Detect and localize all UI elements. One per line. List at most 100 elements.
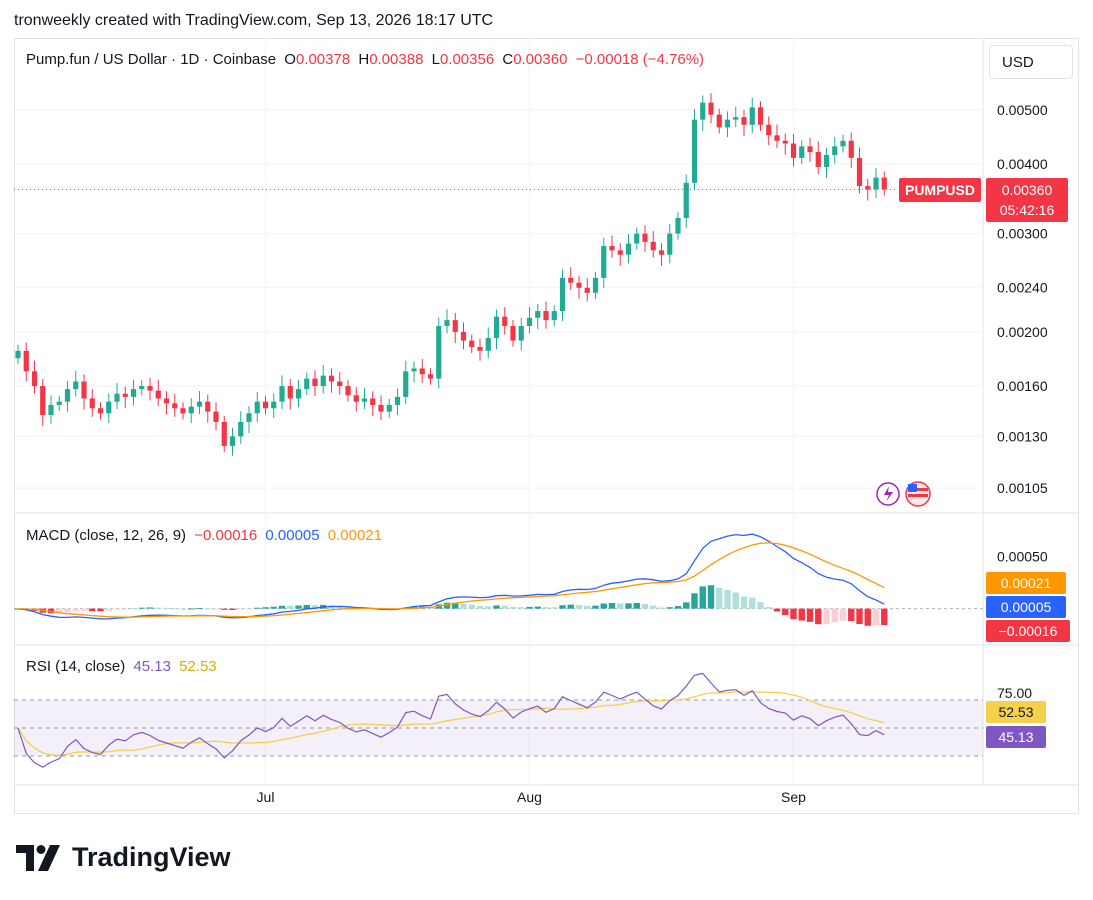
price-tick-label: 0.00300	[997, 226, 1048, 242]
candle-body	[733, 117, 739, 120]
tradingview-logo: TradingView	[16, 842, 231, 873]
macd-histogram-bar	[699, 586, 706, 609]
macd-histogram-bar	[617, 603, 624, 609]
candle-body	[444, 320, 450, 326]
candle-body	[708, 102, 714, 115]
candle-body	[436, 325, 442, 379]
macd-title: MACD (close, 12, 26, 9)	[26, 527, 187, 544]
rsi-line	[17, 672, 885, 768]
macd-histogram-bar	[138, 607, 145, 609]
macd-histogram-bar	[122, 608, 129, 610]
macd-histogram-bar	[163, 607, 170, 609]
macd-histogram-bar	[80, 608, 88, 612]
time-tick-label: Sep	[781, 789, 806, 805]
rsi-tick-label: 75.00	[997, 685, 1032, 701]
candle-body	[64, 389, 71, 402]
macd-histogram-bar	[815, 608, 822, 625]
candle-body	[271, 401, 277, 409]
macd-histogram-bar	[113, 608, 121, 610]
currency-button[interactable]: USD	[989, 45, 1073, 79]
candle-body	[741, 117, 747, 125]
macd-histogram-bar	[650, 605, 657, 609]
candle-body	[229, 436, 236, 446]
candle-body	[691, 119, 698, 183]
macd-histogram-bar	[303, 604, 310, 609]
candle-body	[353, 395, 359, 402]
macd-line	[17, 533, 885, 620]
macd-histogram-bar	[749, 597, 756, 609]
candle-body	[774, 135, 780, 141]
macd-histogram-bar	[542, 607, 550, 609]
macd-histogram-bar	[765, 607, 772, 609]
macd-histogram-bar	[254, 607, 261, 609]
macd-histogram-bar	[666, 607, 673, 609]
candle-body	[73, 381, 79, 390]
macd-histogram-bar	[831, 608, 838, 623]
candle-body	[700, 102, 706, 120]
candle-body	[361, 398, 368, 402]
macd-histogram-bar	[155, 607, 162, 609]
macd-hist-value: −0.00016	[194, 527, 258, 544]
candle-body	[130, 389, 137, 397]
candle-body	[724, 119, 731, 128]
macd-histogram-bar	[344, 606, 352, 609]
macd-histogram-bar	[212, 608, 220, 610]
candle-body	[642, 233, 648, 242]
macd-histogram-bar	[460, 603, 467, 609]
macd-histogram-bar	[171, 608, 178, 610]
macd-histogram-bar	[881, 608, 888, 626]
candle-body	[658, 250, 665, 255]
candle-body	[386, 404, 392, 412]
macd-histogram-bar	[674, 606, 682, 609]
candle-body	[23, 350, 29, 372]
macd-histogram-bar	[691, 593, 698, 609]
candle-body	[840, 140, 846, 147]
candle-body	[551, 311, 557, 321]
candle-body	[609, 246, 615, 251]
candle-body	[172, 403, 178, 409]
high-label: H0.00388	[358, 51, 424, 68]
price-tick-label: 0.00240	[997, 280, 1048, 296]
candle-body	[625, 243, 632, 255]
candle-body	[205, 401, 211, 412]
open-label: O0.00378	[284, 51, 351, 68]
macd-histogram-bar	[72, 608, 79, 612]
macd-histogram-bar	[559, 605, 566, 609]
candle-body	[419, 368, 425, 375]
candle-body	[559, 277, 566, 312]
macd-histogram-bar	[798, 608, 805, 621]
candle-body	[279, 386, 285, 402]
candle-body	[213, 411, 219, 422]
candle-body	[312, 378, 318, 387]
candle-body	[56, 401, 62, 405]
rsi-legend: RSI (14, close) 45.13 52.53	[26, 658, 221, 675]
macd-histogram-bar	[773, 608, 781, 612]
candle-body	[180, 408, 186, 414]
macd-tick-label: 0.00050	[997, 548, 1048, 564]
candle-body	[378, 404, 384, 412]
macd-hist-tag: −0.00016	[986, 620, 1070, 642]
macd-histogram-bar	[782, 608, 789, 616]
macd-line-value: 0.00005	[265, 527, 320, 544]
close-label: C0.00360	[502, 51, 568, 68]
price-tick-label: 0.00130	[997, 428, 1048, 444]
candle-body	[510, 325, 516, 341]
candle-body	[394, 396, 401, 405]
macd-histogram-bar	[575, 604, 583, 609]
rsi-ma-value: 52.53	[179, 658, 217, 675]
candle-body	[766, 124, 772, 136]
candle-body	[122, 393, 128, 397]
macd-histogram-bar	[757, 602, 764, 609]
candle-body	[469, 340, 475, 347]
brand-name: TradingView	[72, 842, 231, 872]
candle-body	[493, 316, 500, 339]
candle-body	[287, 386, 293, 399]
candle-body	[790, 143, 797, 158]
macd-histogram-bar	[625, 603, 632, 609]
symbol-title: Pump.fun / US Dollar · 1D · Coinbase	[26, 51, 277, 68]
macd-histogram-bar	[864, 608, 871, 626]
macd-histogram-bar	[806, 608, 814, 622]
macd-histogram-bar	[592, 605, 599, 609]
candle-body	[526, 317, 533, 326]
